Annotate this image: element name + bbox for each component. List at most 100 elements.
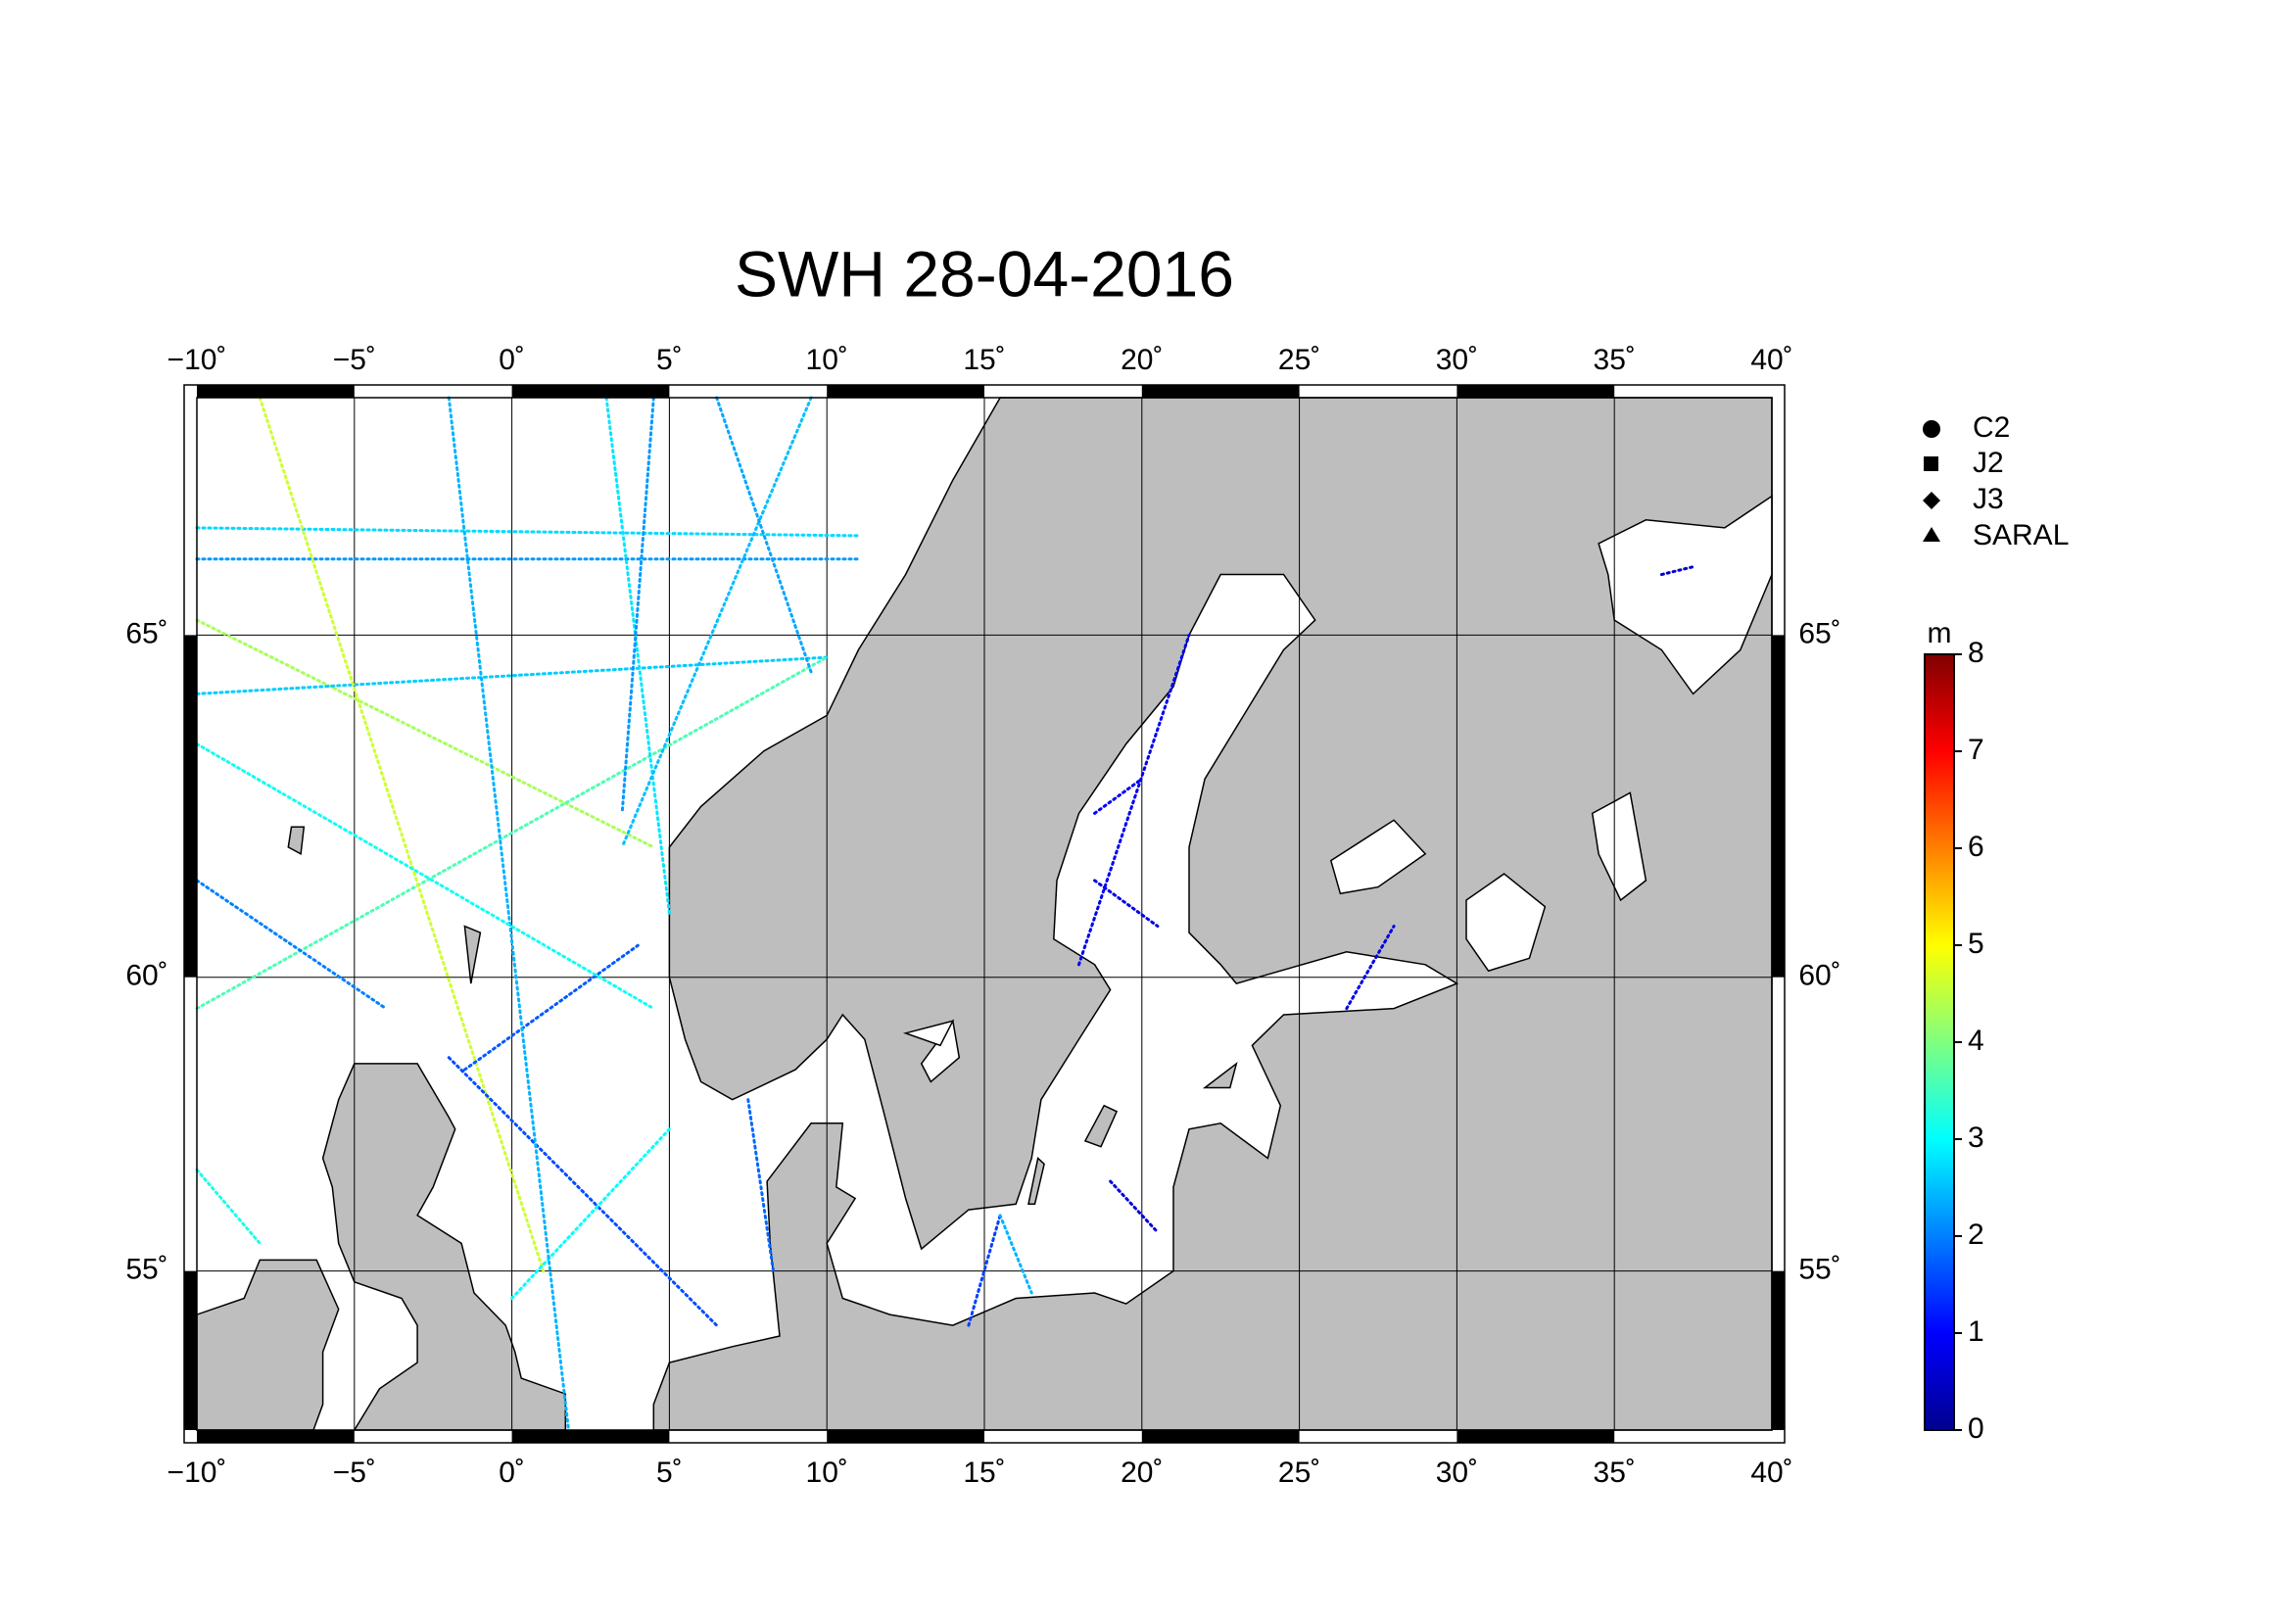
lon-tick-label: 30˚ [1436, 1457, 1478, 1489]
lake [1598, 495, 1773, 695]
frame-bar [184, 1270, 197, 1430]
lake [1329, 819, 1427, 895]
altimeter-track [447, 396, 570, 1432]
altimeter-track [195, 741, 655, 1011]
altimeter-track [620, 396, 655, 815]
lon-tick-label: 40˚ [1750, 344, 1792, 376]
legend-label: SARAL [1973, 519, 2069, 551]
colorbar-tick-label: 8 [1968, 637, 1984, 669]
lon-tick-label: 10˚ [806, 344, 848, 376]
legend-label: C2 [1973, 411, 2010, 444]
land [1083, 1104, 1119, 1148]
frame-bar [1772, 635, 1785, 978]
lon-tick-label: 20˚ [1121, 344, 1163, 376]
altimeter-track [620, 396, 813, 849]
frame-bar [197, 1430, 355, 1443]
colorbar-tick-label: 4 [1968, 1025, 1984, 1057]
legend-symbol-circle [1923, 420, 1940, 438]
lon-tick-label: 0˚ [499, 1457, 525, 1489]
altimeter-track [258, 396, 546, 1273]
lon-tick-label: 25˚ [1278, 344, 1320, 376]
lon-tick-label: 5˚ [656, 1457, 683, 1489]
frame-bar [1456, 385, 1615, 398]
land [1202, 1061, 1238, 1089]
altimeter-track [967, 1214, 1002, 1327]
frame-bar [1141, 385, 1300, 398]
altimeter-track [462, 943, 640, 1072]
lat-tick-label: 55˚ [125, 1254, 167, 1286]
lon-tick-label: −10˚ [167, 344, 227, 376]
altimeter-track [195, 618, 655, 849]
lat-tick-label: 60˚ [125, 960, 167, 992]
lon-tick-label: 0˚ [499, 344, 525, 376]
frame-bar [184, 635, 197, 978]
colorbar-tick-label: 5 [1968, 928, 1984, 960]
lon-tick-label: 25˚ [1278, 1457, 1320, 1489]
lon-tick-label: 35˚ [1594, 1457, 1636, 1489]
frame-bar [511, 1430, 670, 1443]
land [463, 925, 482, 984]
altimeter-track [715, 396, 813, 674]
altimeter-track [1109, 1179, 1160, 1234]
altimeter-track [604, 396, 671, 915]
lon-tick-label: 5˚ [656, 344, 683, 376]
frame-bar [1141, 1430, 1300, 1443]
altimeter-track [1659, 565, 1695, 577]
colorbar-unit: m [1928, 617, 1952, 649]
colorbar-tick-label: 1 [1968, 1315, 1984, 1348]
lon-tick-label: 15˚ [963, 1457, 1005, 1489]
lon-tick-label: −5˚ [333, 344, 376, 376]
lon-tick-label: 15˚ [963, 344, 1005, 376]
colorbar-tick-label: 0 [1968, 1412, 1984, 1445]
frame-bar [827, 1430, 984, 1443]
land [1027, 1157, 1045, 1206]
frame-bar [827, 385, 984, 398]
lat-tick-label: 60˚ [1798, 960, 1840, 992]
legend-label: J2 [1973, 447, 2004, 479]
altimeter-track [195, 1168, 262, 1245]
lon-tick-label: 30˚ [1436, 344, 1478, 376]
altimeter-track [510, 1127, 671, 1301]
lon-tick-label: 10˚ [806, 1457, 848, 1489]
lat-tick-label: 65˚ [1798, 617, 1840, 649]
altimeter-track [998, 1214, 1033, 1295]
altimeter-track [195, 879, 388, 1011]
altimeter-track [746, 1098, 776, 1273]
legend-label: J3 [1973, 483, 2004, 515]
frame-bar [1456, 1430, 1615, 1443]
lake [1591, 791, 1647, 902]
land [196, 1259, 340, 1431]
altimeter-track [1093, 777, 1144, 815]
land [652, 397, 1773, 1431]
lat-tick-label: 55˚ [1798, 1254, 1840, 1286]
frame-bar [1772, 1270, 1785, 1430]
lake [1465, 873, 1547, 973]
altimeter-track [447, 1056, 719, 1327]
colorbar-tick-label: 6 [1968, 831, 1984, 863]
legend-symbol-triangle [1923, 527, 1940, 542]
colorbar [1924, 653, 1955, 1431]
land [287, 826, 306, 855]
altimeter-track [1345, 925, 1396, 1011]
colorbar-tick-label: 3 [1968, 1122, 1984, 1154]
altimeter-track [195, 526, 860, 538]
land [321, 1063, 567, 1431]
altimeter-track [195, 655, 829, 695]
lon-tick-label: 40˚ [1750, 1457, 1792, 1489]
lat-tick-label: 65˚ [125, 617, 167, 649]
frame-bar [511, 385, 670, 398]
map-title: SWH 28-04-2016 [735, 237, 1234, 310]
legend-symbol-square [1924, 456, 1938, 471]
lon-tick-label: 35˚ [1594, 344, 1636, 376]
lake [903, 1020, 955, 1047]
legend: C2 J2 J3 SARAL [1923, 411, 2069, 551]
frame-bar [197, 385, 355, 398]
altimeter-track [1093, 879, 1160, 929]
altimeter-track [1076, 633, 1191, 967]
lon-tick-label: 20˚ [1121, 1457, 1163, 1489]
colorbar-tick-label: 2 [1968, 1218, 1984, 1251]
legend-symbol-diamond [1923, 492, 1940, 509]
colorbar-tick-label: 7 [1968, 734, 1984, 766]
lon-tick-label: −10˚ [167, 1457, 227, 1489]
